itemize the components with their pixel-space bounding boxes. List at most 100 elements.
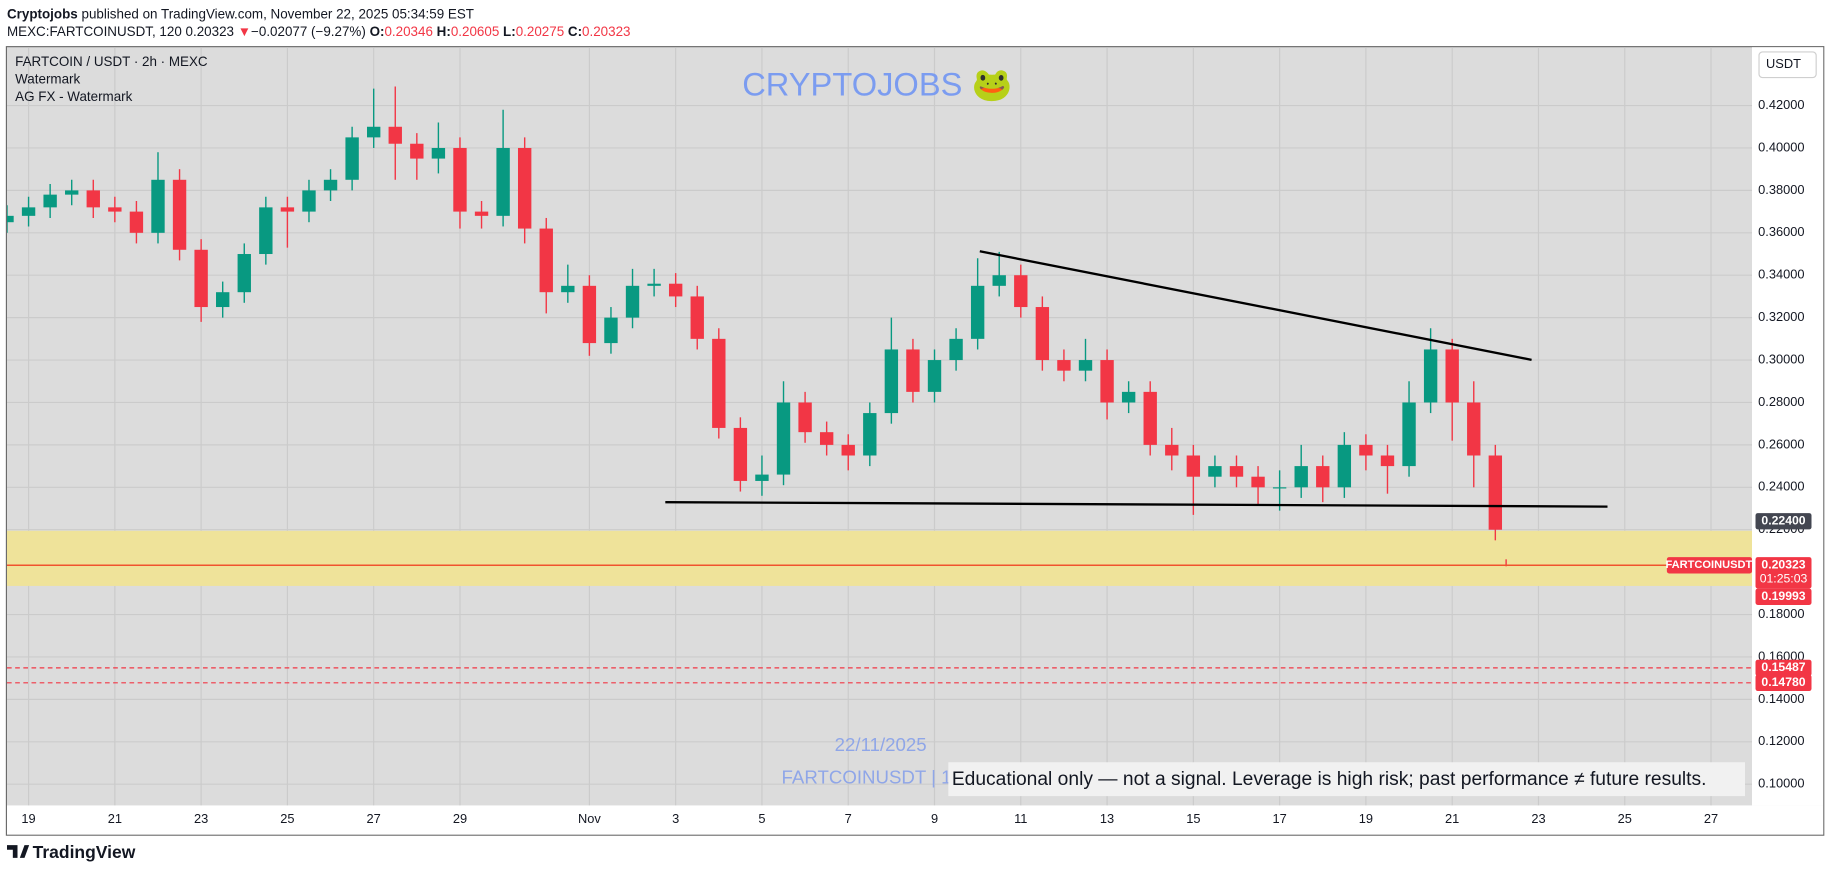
candle-body bbox=[367, 126, 381, 138]
candle-body bbox=[1208, 466, 1222, 477]
published: published on TradingView.com, November 2… bbox=[81, 6, 474, 21]
candle-body bbox=[582, 285, 597, 344]
support-zone bbox=[6, 530, 1753, 586]
candle-body bbox=[388, 126, 402, 144]
logo: TradingView bbox=[33, 842, 136, 862]
y-tick-label: 0.16000 bbox=[1758, 648, 1804, 663]
candle-body bbox=[21, 207, 36, 216]
candle-body bbox=[1359, 444, 1373, 456]
x-tick-label: 7 bbox=[845, 811, 852, 826]
o-label: O: bbox=[370, 24, 385, 39]
currency-button[interactable] bbox=[1758, 51, 1817, 79]
l-value: 0.20275 bbox=[516, 24, 564, 39]
candle-body bbox=[1402, 402, 1416, 467]
price-badge bbox=[1755, 588, 1812, 605]
x-tick-label: 21 bbox=[1445, 811, 1459, 826]
candle-body bbox=[625, 285, 640, 318]
x-tick-label: 17 bbox=[1272, 811, 1286, 826]
l-label: L: bbox=[503, 24, 516, 39]
candle-body bbox=[86, 190, 100, 208]
candle-body bbox=[1294, 466, 1308, 488]
candle-body bbox=[668, 283, 683, 297]
y-tick-label: 0.36000 bbox=[1758, 224, 1804, 239]
candle-body bbox=[172, 179, 187, 250]
indicator: Watermark bbox=[15, 71, 80, 86]
candle-body bbox=[345, 137, 359, 180]
y-tick-label: 0.32000 bbox=[1758, 309, 1804, 324]
candle-body bbox=[1186, 455, 1201, 477]
price-badge bbox=[1755, 659, 1812, 677]
candle-body bbox=[151, 179, 165, 233]
candle-body bbox=[970, 285, 985, 339]
candle-body bbox=[1078, 360, 1093, 371]
y-tick-label: 0.30000 bbox=[1758, 351, 1804, 366]
candle-body bbox=[1143, 391, 1157, 445]
price-badge bbox=[1755, 513, 1812, 530]
logo-icon bbox=[6, 845, 30, 858]
y-tick-label: 0.12000 bbox=[1758, 733, 1804, 748]
candle-body bbox=[431, 147, 446, 159]
price-badge-label: 0.22400 bbox=[1761, 513, 1805, 527]
y-tick-label: 0.26000 bbox=[1758, 436, 1804, 451]
trendline bbox=[665, 500, 1608, 508]
candle-body bbox=[496, 147, 510, 216]
candle-body bbox=[1380, 455, 1395, 467]
symbol-badge bbox=[1666, 557, 1753, 574]
candle-body bbox=[927, 360, 942, 392]
symbol: MEXC:FARTCOINUSDT, 120 bbox=[7, 24, 182, 39]
x-tick-label: 23 bbox=[1531, 811, 1545, 826]
h-label: H: bbox=[437, 24, 451, 39]
candle-body bbox=[647, 283, 661, 286]
candle-body bbox=[1316, 466, 1330, 488]
disclaimer: Educational only — not a signal. Leverag… bbox=[952, 769, 1707, 790]
x-tick-label: 27 bbox=[367, 811, 381, 826]
candle-body bbox=[1467, 402, 1481, 456]
candle-body bbox=[1337, 444, 1352, 488]
o-value: 0.20346 bbox=[384, 24, 432, 39]
price-badge bbox=[1755, 674, 1812, 692]
time-axis bbox=[6, 805, 1824, 835]
indicator: AG FX - Watermark bbox=[15, 89, 132, 104]
candle-body bbox=[949, 338, 963, 361]
watermark: CRYPTOJOBS 🐸 bbox=[742, 66, 1012, 103]
candle-body bbox=[237, 254, 251, 293]
x-tick-label: Nov bbox=[578, 811, 601, 826]
disclaimer-box bbox=[948, 762, 1746, 797]
y-tick-label: 0.38000 bbox=[1758, 182, 1804, 197]
candle-body bbox=[906, 349, 920, 392]
candle-body bbox=[841, 444, 855, 456]
candle-body bbox=[604, 317, 618, 344]
x-tick-label: 9 bbox=[931, 811, 938, 826]
date-stamp: 22/11/2025 bbox=[835, 734, 927, 755]
candle-body bbox=[884, 349, 899, 414]
candle-body bbox=[1057, 360, 1071, 371]
x-tick-label: 3 bbox=[672, 811, 679, 826]
candle-body bbox=[1035, 307, 1050, 361]
candle-body bbox=[1229, 466, 1244, 477]
candle-body bbox=[1488, 455, 1503, 530]
candle-body bbox=[194, 249, 208, 308]
symbol-badge-label: FARTCOINUSDT bbox=[1665, 559, 1752, 571]
c-value: 0.20323 bbox=[582, 24, 630, 39]
y-tick-label: 0.18000 bbox=[1758, 606, 1804, 621]
author: Cryptojobs bbox=[7, 6, 78, 21]
last-price-label: 0.20323 bbox=[1761, 558, 1805, 572]
candle-body bbox=[6, 215, 14, 223]
x-tick-label: 19 bbox=[1359, 811, 1373, 826]
currency[interactable]: USDT bbox=[1766, 56, 1801, 71]
candle-body bbox=[733, 427, 748, 481]
candle-body bbox=[517, 147, 532, 229]
candle-body bbox=[561, 285, 575, 293]
chart-pane bbox=[5, 46, 1825, 836]
y-tick-label: 0.24000 bbox=[1758, 479, 1804, 494]
candle-body bbox=[1100, 360, 1114, 403]
candle-body bbox=[1165, 444, 1179, 456]
footer-symbol: FARTCOINUSDT | 1 bbox=[782, 767, 952, 788]
countdown: 01:25:03 bbox=[1760, 572, 1808, 586]
candle-body bbox=[1423, 349, 1438, 403]
candle-body bbox=[108, 207, 122, 212]
x-tick-label: 15 bbox=[1186, 811, 1200, 826]
candle-body bbox=[776, 402, 791, 475]
